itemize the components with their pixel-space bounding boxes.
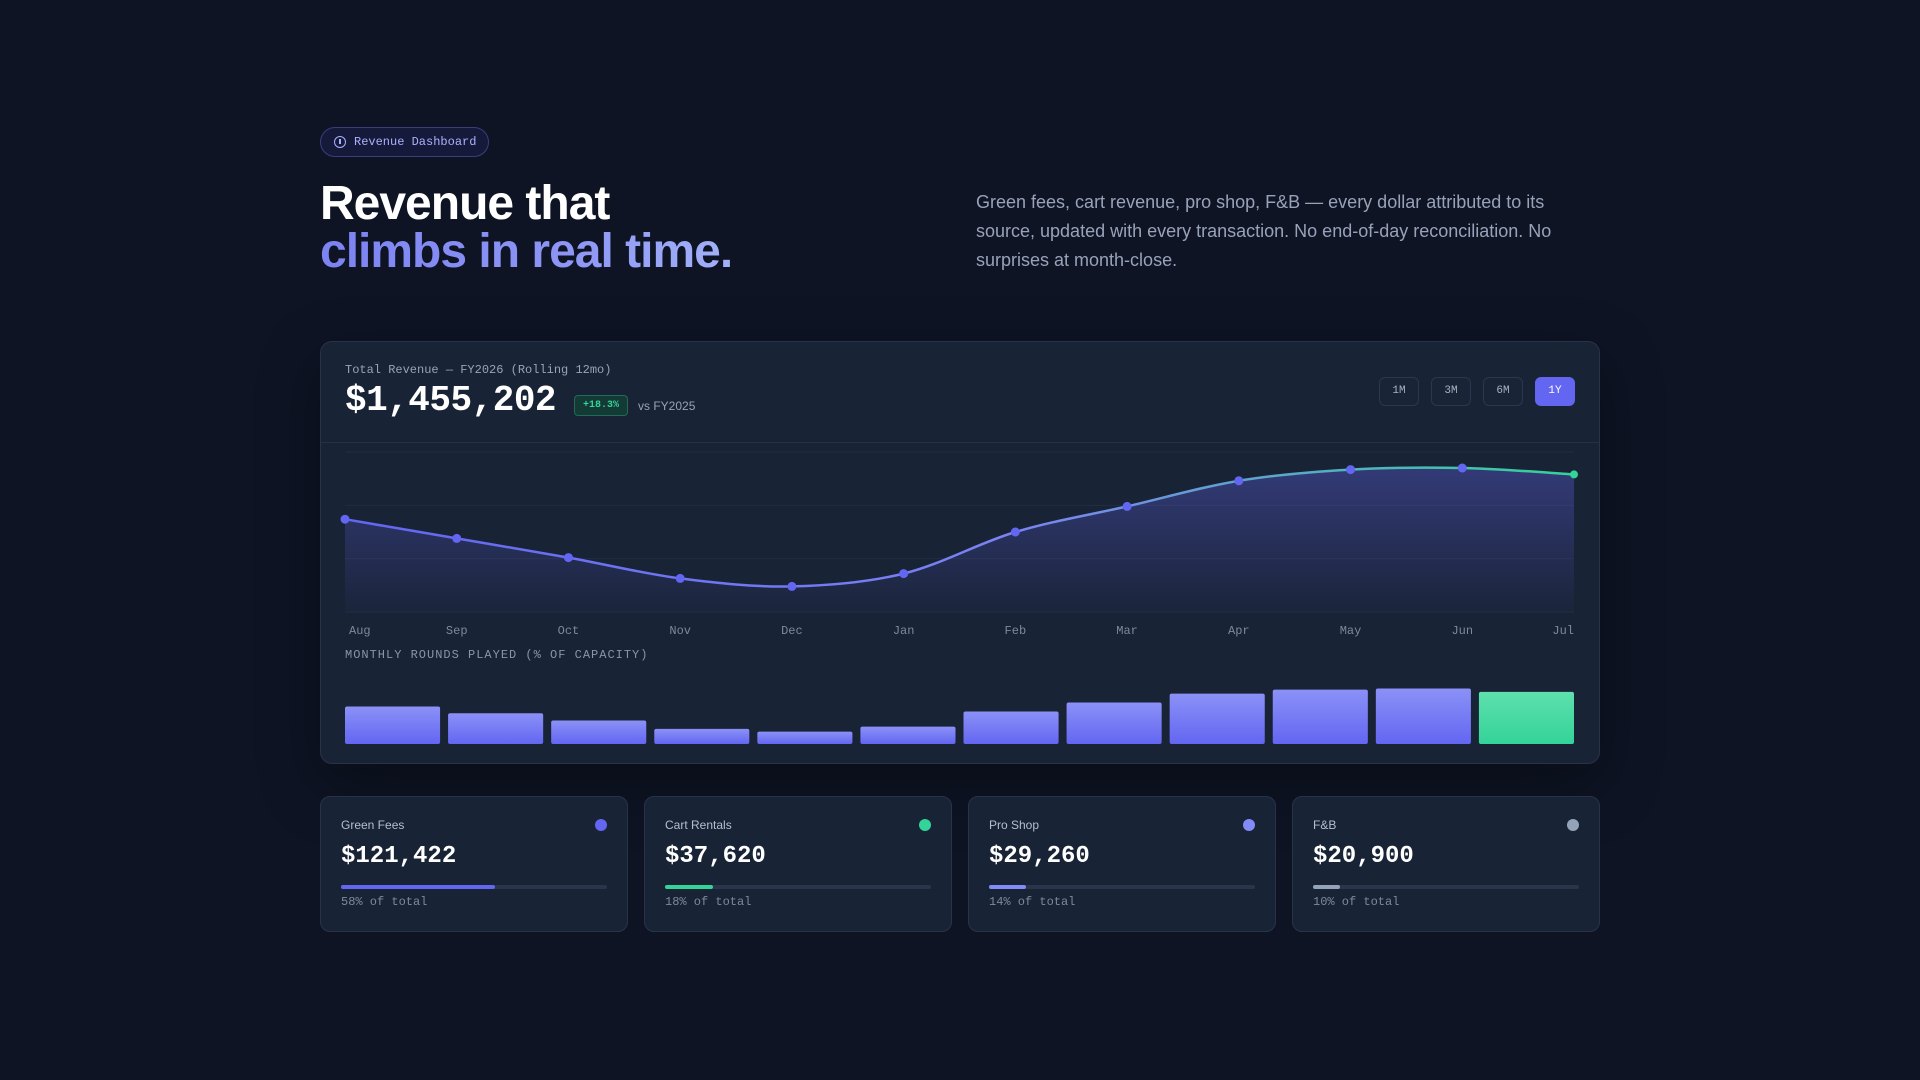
data-point-jan [899,569,909,579]
section-badge: Revenue Dashboard [320,127,490,157]
rounds-bar-aug [345,706,441,744]
stat-share-label: 58% of total [341,895,428,909]
total-revenue-value: $1,455,202 [345,380,557,421]
rounds-bar-sep [448,713,544,744]
revenue-charts: Aug Sep Oct Nov Dec Jan Feb Mar Apr May Jun Jul [340,451,1578,744]
hero-description: Green fees, cart revenue, pro shop, F&B … [976,192,1552,270]
rounds-bar-jul [1478,691,1574,744]
revenue-chart-card: Total Revenue — FY2026 (Rolling 12mo) $1… [320,341,1600,764]
x-tick-label: Sep [446,624,468,638]
x-tick-label: Feb [1005,624,1027,638]
headline-line-2: climbs in real time. [320,225,733,278]
x-tick-label: Apr [1228,624,1250,638]
rounds-bar-dec [757,731,853,744]
x-tick-label: Oct [558,624,580,638]
share-progress-bar [665,885,931,889]
rounds-bar-apr [1169,693,1265,744]
chart-card-header: Total Revenue — FY2026 (Rolling 12mo) $1… [321,342,1599,443]
x-tick-label: Mar [1116,624,1138,638]
stat-value: $121,422 [341,843,457,870]
stat-value: $29,260 [989,843,1090,870]
x-tick-label: Nov [669,624,691,638]
chart-card-label: Total Revenue — FY2026 (Rolling 12mo) [345,363,612,377]
badge-label: Revenue Dashboard [354,135,477,149]
info-icon [334,136,346,148]
rounds-bar-jan [860,726,956,744]
data-point-mar [1122,501,1132,511]
headline-line-1: Revenue that [320,177,610,230]
rounds-chart-label: MONTHLY ROUNDS PLAYED (% OF CAPACITY) [345,648,649,662]
rounds-bar-jun [1375,688,1471,744]
stat-name: Green Fees [341,818,405,832]
stat-value: $20,900 [1313,843,1414,870]
data-point-apr [1234,476,1244,486]
stat-name: Pro Shop [989,818,1040,832]
data-point-feb [1010,527,1020,537]
revenue-area-fill [345,467,1574,612]
stat-share-label: 14% of total [989,895,1076,909]
data-point-sep [452,533,462,543]
stat-share-label: 10% of total [1313,895,1400,909]
range-button-3m[interactable]: 3M [1431,377,1471,406]
stat-card-green-fees: Green Fees $121,422 58% of total [320,796,628,932]
range-selector: 1M 3M 6M 1Y [1379,377,1575,406]
share-progress-fill [1313,885,1340,889]
data-point-nov [675,573,685,583]
legend-dot-icon [1567,819,1579,831]
range-button-1m[interactable]: 1M [1379,377,1419,406]
data-point-aug [340,514,350,524]
legend-dot-icon [919,819,931,831]
x-tick-label: Jan [893,624,915,638]
stat-card-cart-rentals: Cart Rentals $37,620 18% of total [644,796,952,932]
data-point-may [1346,465,1356,475]
page-headline: Revenue that climbs in real time. [320,177,733,278]
share-progress-fill [989,885,1027,889]
legend-dot-icon [1243,819,1255,831]
comparison-label: vs FY2025 [638,399,696,413]
x-tick-label: Dec [781,624,803,638]
growth-badge: +18.3% [574,395,629,416]
x-tick-label: Jul [1552,624,1574,638]
share-progress-fill [665,885,713,889]
stat-name: F&B [1313,818,1337,832]
data-point-jun [1457,463,1467,473]
range-button-6m[interactable]: 6M [1483,377,1523,406]
x-tick-label: May [1340,624,1362,638]
x-tick-label: Aug [349,624,371,638]
stat-card-fb: F&B $20,900 10% of total [1292,796,1600,932]
share-progress-bar [1313,885,1579,889]
share-progress-bar [341,885,607,889]
data-point-jul [1570,470,1578,479]
data-point-oct [563,553,573,563]
share-progress-bar [989,885,1255,889]
stat-value: $37,620 [665,843,766,870]
data-point-dec [787,581,797,591]
x-tick-label: Jun [1451,624,1473,638]
rounds-bar-oct [551,720,647,744]
revenue-line [344,466,1575,588]
share-progress-fill [341,885,496,889]
rounds-bar-may [1272,689,1368,744]
rounds-bar-mar [1066,702,1162,744]
stat-share-label: 18% of total [665,895,752,909]
legend-dot-icon [595,819,607,831]
range-button-1y[interactable]: 1Y [1535,377,1575,406]
stat-card-pro-shop: Pro Shop $29,260 14% of total [968,796,1276,932]
rounds-bar-nov [654,728,750,744]
rounds-bar-feb [963,711,1059,744]
stat-name: Cart Rentals [665,818,732,832]
